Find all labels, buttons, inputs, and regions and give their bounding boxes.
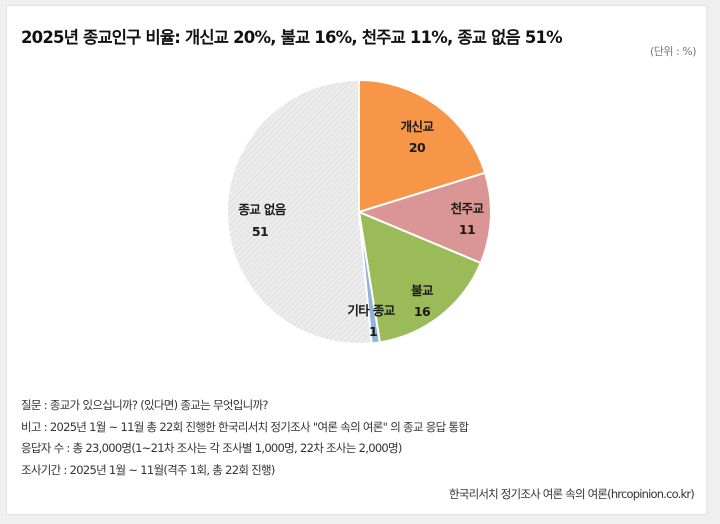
pie-slice-buddhism: [357, 210, 483, 344]
slice-label-none: 종교 없음: [238, 202, 286, 217]
pie-chart: 개신교 20 천주교 11 불교 16 기타 종교 1 종교 없음 51: [226, 78, 492, 345]
pie-slices: [226, 78, 492, 345]
slice-value-none: 51: [252, 224, 268, 239]
note-remark: 비고 : 2025년 1월 ~ 11월 총 22회 진행한 한국리서치 정기조사…: [21, 419, 469, 434]
slice-label-protestant: 개신교: [401, 119, 435, 134]
unit-label: (단위 : %): [650, 45, 696, 58]
survey-notes: 질문 : 종교가 있으십니까? (있다면) 종교는 무엇입니까? 비고 : 20…: [21, 395, 469, 481]
slice-labels: 개신교 20 천주교 11 불교 16 기타 종교 1 종교 없음 51: [238, 119, 485, 339]
slice-value-protestant: 20: [409, 140, 426, 155]
note-respondents: 응답자 수 : 총 23,000명(1~21차 조사는 각 조사별 1,000명…: [21, 441, 402, 455]
chart-card: 2025년 종교인구 비율: 개신교 20%, 불교 16%, 천주교 11%,…: [6, 5, 707, 515]
slice-label-other: 기타 종교: [347, 303, 395, 318]
note-question: 질문 : 종교가 있으십니까? (있다면) 종교는 무엇입니까?: [21, 398, 268, 412]
note-period: 조사기간 : 2025년 1월 ~ 11월(격주 1회, 총 22회 진행): [21, 462, 275, 477]
chart-title: 2025년 종교인구 비율: 개신교 20%, 불교 16%, 천주교 11%,…: [21, 28, 563, 47]
slice-value-buddhism: 16: [414, 304, 431, 319]
pie-slice-none: [226, 78, 373, 345]
pie-slice-protestant: [358, 78, 487, 214]
pie-slice-catholic: [356, 171, 492, 265]
slice-value-catholic: 11: [459, 222, 475, 237]
slice-label-catholic: 천주교: [451, 201, 485, 216]
source-credit: 한국리서치 정기조사 여론 속의 여론(hrcopinion.co.kr): [449, 487, 695, 501]
slice-value-other: 1: [369, 324, 377, 339]
slice-label-buddhism: 불교: [411, 283, 434, 298]
